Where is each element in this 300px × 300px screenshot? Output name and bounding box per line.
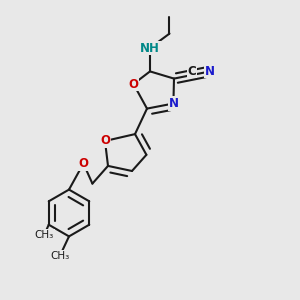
Text: NH: NH <box>140 41 160 55</box>
Text: CH₃: CH₃ <box>50 250 70 261</box>
Text: O: O <box>100 134 110 148</box>
Text: N: N <box>205 65 215 78</box>
Text: N: N <box>205 65 215 78</box>
Text: O: O <box>128 77 139 91</box>
Text: CH₃: CH₃ <box>35 230 54 240</box>
Text: O: O <box>78 157 88 170</box>
Text: N: N <box>168 97 178 110</box>
Text: C: C <box>188 65 196 78</box>
